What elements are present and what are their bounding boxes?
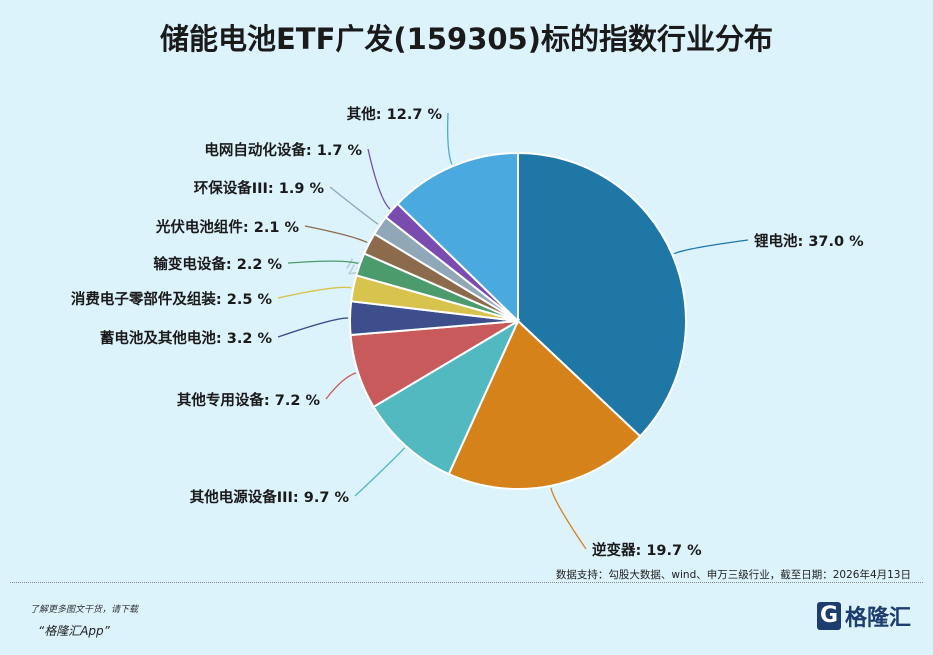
- promo-app-name: “格隆汇App”: [38, 624, 110, 638]
- slice-label: 其他: 12.7 %: [346, 107, 442, 123]
- pie-slice-2: [372, 318, 521, 476]
- slice-label: 环保设备III: 1.9 %: [193, 181, 324, 197]
- leader-line-1: [550, 487, 587, 550]
- pie-slice-1: [447, 319, 642, 490]
- leader-line-5: [277, 286, 352, 299]
- leader-line-3: [325, 372, 357, 400]
- leader-line-6: [287, 260, 359, 265]
- leader-line-4: [277, 317, 349, 338]
- promo-text: 了解更多图文干货，请下载: [30, 605, 139, 615]
- leader-line-9: [367, 148, 391, 210]
- slice-label: 光伏电池组件: 2.1 %: [155, 220, 299, 236]
- slice-label: 电网自动化设备: 1.7 %: [204, 143, 362, 159]
- slice-label: 输变电设备: 2.2 %: [153, 257, 282, 273]
- divider: [10, 582, 923, 583]
- chart-title: 储能电池ETF广发(159305)标的指数行业分布: [160, 22, 773, 56]
- slice-label: 其他电源设备III: 9.7 %: [189, 490, 349, 506]
- leader-line-8: [329, 186, 379, 225]
- slice-label: 消费电子零部件及组装: 2.5 %: [70, 292, 272, 308]
- leader-line-2: [354, 447, 406, 497]
- logo-mark-icon: G: [816, 602, 841, 630]
- slice-label: 蓄电池及其他电池: 3.2 %: [99, 331, 272, 347]
- leader-line-10: [447, 112, 453, 165]
- slice-label: 锂电池: 37.0 %: [754, 234, 864, 250]
- leader-line-0: [673, 239, 749, 255]
- source-note: 数据支持：勾股大数据、wind、申万三级行业，截至日期：2026年4月13日: [555, 569, 911, 581]
- leader-line-7: [304, 225, 368, 244]
- logo: G 格隆汇: [816, 600, 911, 632]
- slice-label: 逆变器: 19.7 %: [592, 543, 702, 559]
- slice-label: 其他专用设备: 7.2 %: [176, 393, 320, 409]
- pie-slice-0: [517, 151, 687, 438]
- logo-text: 格隆汇: [844, 606, 911, 631]
- pie-slice-10: [396, 151, 519, 324]
